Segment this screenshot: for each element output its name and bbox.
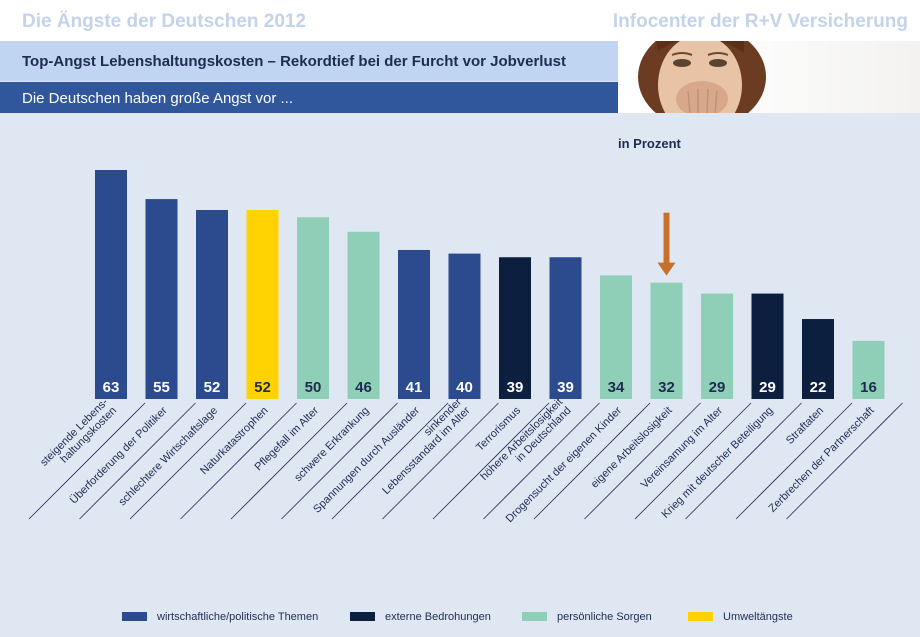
label-rule-6 (281, 402, 398, 520)
value-label-12: 32 (658, 379, 675, 396)
label-rule-2 (79, 402, 196, 520)
highlight-arrow-icon (657, 212, 676, 276)
legend-label: wirtschaftliche/politische Themen (157, 611, 319, 624)
label-rule-10 (483, 402, 600, 520)
bar-13 (701, 293, 733, 399)
legend: wirtschaftliche/politische Themen externe… (122, 611, 822, 625)
bars (95, 170, 885, 399)
value-label-4: 52 (254, 379, 271, 396)
value-label-11: 34 (608, 379, 625, 396)
label-rule-12 (584, 402, 701, 520)
legend-swatch (522, 611, 547, 621)
woman-photo (618, 41, 920, 113)
label-rule-16 (786, 402, 903, 520)
category-label-7: Spannungen durch Ausländer (311, 404, 422, 515)
arrow-head (657, 262, 676, 276)
category-label-line: Lebensstandard im Alter (380, 404, 473, 497)
value-label-1: 63 (103, 379, 120, 396)
category-label-14: Krieg mit deutscher Beteiligung (659, 405, 775, 521)
legend-swatch (122, 611, 147, 621)
bar-2 (145, 199, 178, 399)
value-labels: 63 55 52 52 50 46 41 40 39 39 34 32 29 29 22 16 (103, 379, 877, 396)
label-rule-7 (331, 402, 449, 520)
bar-3 (196, 209, 228, 399)
category-label-line: schlechtere Wirtschaftslage (117, 405, 221, 509)
value-label-9: 39 (507, 379, 524, 396)
label-rule-8 (382, 402, 499, 520)
legend-item-ps: persönliche Sorgen (522, 611, 652, 625)
woman-face-illustration (638, 41, 766, 113)
category-label-13: Vereinsamung im Alter (639, 404, 726, 491)
label-rule-15 (735, 402, 853, 520)
label-rule-5 (230, 402, 348, 520)
subline: Die Deutschen haben große Angst vor ... (22, 90, 293, 107)
legend-item-wp: wirtschaftliche/politische Themen (122, 611, 318, 625)
bar-9 (499, 257, 531, 399)
legend-label: externe Bedrohungen (385, 611, 491, 624)
label-rules (28, 402, 903, 520)
bar-6 (347, 231, 380, 399)
bar-5 (297, 217, 329, 399)
label-rule-14 (685, 402, 802, 520)
bar-7 (398, 249, 430, 399)
legend-swatch (688, 611, 713, 621)
value-label-13: 29 (709, 379, 726, 396)
unit-label: in Prozent (618, 136, 681, 151)
category-label-line: Straftaten (784, 405, 826, 447)
value-label-7: 41 (406, 379, 423, 396)
label-rule-1 (28, 402, 146, 520)
legend-item-eb: externe Bedrohungen (350, 611, 491, 625)
label-rule-9 (432, 402, 550, 520)
bar-10 (549, 257, 582, 399)
bar-15 (802, 319, 834, 399)
category-label-15: Straftaten (784, 405, 826, 447)
publisher-title: Infocenter der R+V Versicherung (612, 11, 908, 32)
bar-14 (751, 293, 784, 399)
value-label-16: 16 (860, 379, 877, 396)
value-label-3: 52 (204, 379, 221, 396)
value-label-6: 46 (355, 379, 372, 396)
bar-8 (448, 253, 481, 399)
bar-16 (852, 340, 885, 399)
headline-band (0, 41, 618, 81)
value-label-5: 50 (305, 379, 322, 396)
legend-swatch (350, 611, 375, 621)
value-label-10: 39 (557, 379, 574, 396)
bar-4 (246, 209, 279, 399)
value-label-15: 22 (810, 379, 827, 396)
top-bar: Die Ängste der Deutschen 2012 Infocenter… (0, 0, 920, 41)
label-rule-3 (129, 402, 247, 520)
bar-chart: 63 55 52 52 50 46 41 40 39 39 34 32 29 29 22 16 steigen… (28, 170, 903, 525)
legend-label: Umweltängste (723, 611, 793, 624)
bar-12 (650, 282, 683, 399)
bar-11 (600, 275, 632, 399)
label-rule-13 (634, 402, 752, 520)
value-label-14: 29 (759, 379, 776, 396)
category-label-line: Vereinsamung im Alter (639, 404, 726, 491)
report-title: Die Ängste der Deutschen 2012 (22, 11, 307, 32)
arrow-shaft (663, 212, 670, 265)
bar-1 (95, 170, 127, 399)
subline-band (0, 82, 618, 113)
category-label-line: Spannungen durch Ausländer (311, 404, 422, 515)
category-label-3: schlechtere Wirtschaftslage (117, 405, 221, 509)
value-label-8: 40 (456, 379, 473, 396)
label-rule-4 (180, 402, 297, 520)
category-label-line: Krieg mit deutscher Beteiligung (659, 405, 775, 521)
value-label-2: 55 (153, 379, 170, 396)
label-rule-11 (533, 402, 651, 520)
legend-label: persönliche Sorgen (557, 611, 652, 624)
category-labels: steigende Lebens-haltungskostenÜberforde… (38, 396, 876, 525)
legend-item-um: Umweltängste (688, 611, 793, 625)
headline: Top-Angst Lebenshaltungskosten – Rekordt… (22, 53, 566, 70)
